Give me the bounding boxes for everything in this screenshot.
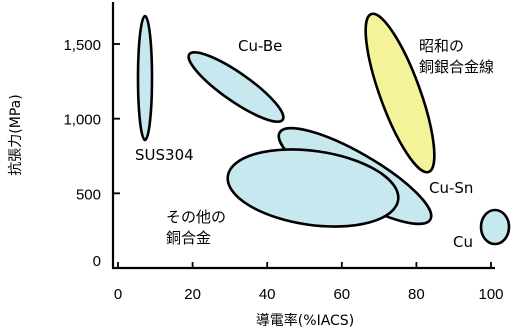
x-tick-label: 20 <box>184 286 201 303</box>
x-tick-label: 80 <box>408 286 425 303</box>
y-tick-label: 1,500 <box>63 37 101 54</box>
x-tick-label: 60 <box>333 286 350 303</box>
region-cu-sn-label: Cu-Sn <box>429 179 473 197</box>
region-other-cu-alloys-label: その他の <box>166 208 226 226</box>
y-tick-label: 500 <box>76 186 101 203</box>
y-tick-label: 0 <box>93 253 101 270</box>
region-showa-cu-ag-wire-label: 銅銀合金線 <box>419 58 494 76</box>
region-sus304-label: SUS304 <box>135 146 194 164</box>
region-cu <box>479 208 511 246</box>
regions-layer <box>136 12 511 246</box>
region-showa-cu-ag-wire-label: 昭和の <box>419 37 464 55</box>
region-other-cu-alloys-label: 銅合金 <box>166 229 211 247</box>
region-cu-be-label: Cu-Be <box>238 37 282 55</box>
region-showa-cu-ag-wire <box>364 12 436 174</box>
region-sus304 <box>136 14 154 142</box>
ticks-layer: 0 20 40 60 80 100 0 500 1,000 1,500 <box>63 37 503 303</box>
x-tick-label: 0 <box>114 286 122 303</box>
y-axis-title: 抗張力(MPa) <box>8 94 24 175</box>
region-cu-label: Cu <box>453 233 473 251</box>
axes-layer <box>111 2 495 270</box>
region-cu-be <box>187 51 285 123</box>
y-tick-label: 1,000 <box>63 112 101 129</box>
x-axis-title: 導電率(%IACS) <box>256 312 354 329</box>
x-tick-label: 100 <box>478 286 503 303</box>
x-tick-label: 40 <box>259 286 276 303</box>
region-other-cu-alloys <box>226 148 400 228</box>
